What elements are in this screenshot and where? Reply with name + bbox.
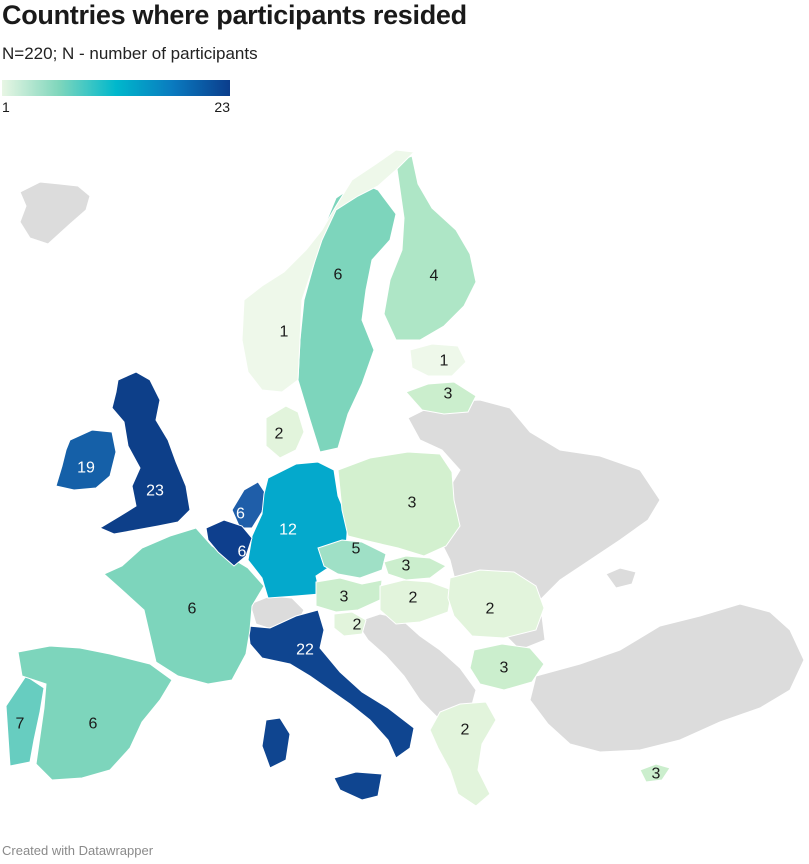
legend-min-label: 1 [2, 99, 10, 115]
country-united-kingdom [98, 371, 191, 535]
value-label-hungary: 2 [409, 590, 418, 607]
value-label-spain: 6 [89, 716, 98, 733]
country-romania [447, 569, 545, 639]
value-label-estonia: 1 [440, 353, 449, 370]
country-greece [429, 701, 497, 807]
country-netherlands [231, 481, 267, 529]
country-norway [241, 149, 416, 393]
no-data-regions [19, 181, 805, 753]
value-label-latvia: 3 [444, 386, 453, 403]
country-sweden [297, 181, 397, 453]
value-label-denmark: 2 [275, 426, 284, 443]
legend-gradient-bar [2, 80, 230, 96]
value-label-greece: 2 [461, 722, 470, 739]
country-bulgaria [469, 643, 545, 691]
value-label-czechia: 5 [352, 541, 361, 558]
country-cyprus [639, 763, 671, 783]
map-title: Countries where participants resided [2, 0, 467, 30]
eastern-europe-shape [407, 399, 661, 651]
country-shapes [5, 149, 671, 807]
map-subtitle: N=220; N - number of participants [2, 44, 258, 63]
country-germany [247, 461, 349, 599]
turkey-shape [529, 603, 805, 753]
value-label-cyprus: 3 [652, 766, 661, 783]
country-poland [337, 451, 461, 557]
value-label-netherlands: 16 [227, 506, 245, 523]
credit-footer: Created with Datawrapper [2, 843, 154, 858]
value-label-romania: 2 [486, 601, 495, 618]
value-label-poland: 3 [408, 495, 417, 512]
country-denmark [265, 405, 305, 459]
value-label-portugal: 7 [16, 716, 25, 733]
country-ireland [55, 429, 117, 491]
country-latvia [405, 381, 477, 415]
country-slovakia [383, 555, 447, 581]
country-finland [383, 155, 477, 341]
value-label-ireland: 19 [77, 460, 95, 477]
value-label-france: 6 [188, 601, 197, 618]
value-label-slovenia: 2 [353, 617, 362, 634]
country-estonia [409, 343, 467, 377]
balkans-shape [355, 613, 477, 729]
country-austria [315, 577, 383, 613]
legend-max-label: 23 [214, 99, 230, 115]
value-label-finland: 4 [430, 268, 439, 285]
switzerland-shape [249, 595, 305, 631]
country-hungary [379, 579, 453, 625]
iceland-shape [19, 181, 91, 245]
value-label-bulgaria: 3 [500, 660, 509, 677]
value-label-belgium: 6 [238, 544, 247, 561]
value-label-austria: 3 [340, 589, 349, 606]
value-label-norway: 1 [280, 324, 289, 341]
color-legend: 1 23 [2, 80, 232, 115]
crimea-shape [605, 567, 637, 589]
value-label-united-kingdom: 23 [146, 483, 164, 500]
country-portugal [5, 675, 45, 767]
country-italy [247, 609, 415, 801]
value-label-slovakia: 3 [402, 558, 411, 575]
value-label-italy: 22 [296, 642, 314, 659]
country-slovenia [333, 611, 367, 637]
country-spain [17, 645, 173, 781]
value-label-germany: 12 [279, 522, 297, 539]
country-belgium [205, 519, 253, 567]
value-label-sweden: 6 [334, 267, 343, 284]
country-czechia [317, 539, 387, 579]
country-france [103, 527, 265, 685]
